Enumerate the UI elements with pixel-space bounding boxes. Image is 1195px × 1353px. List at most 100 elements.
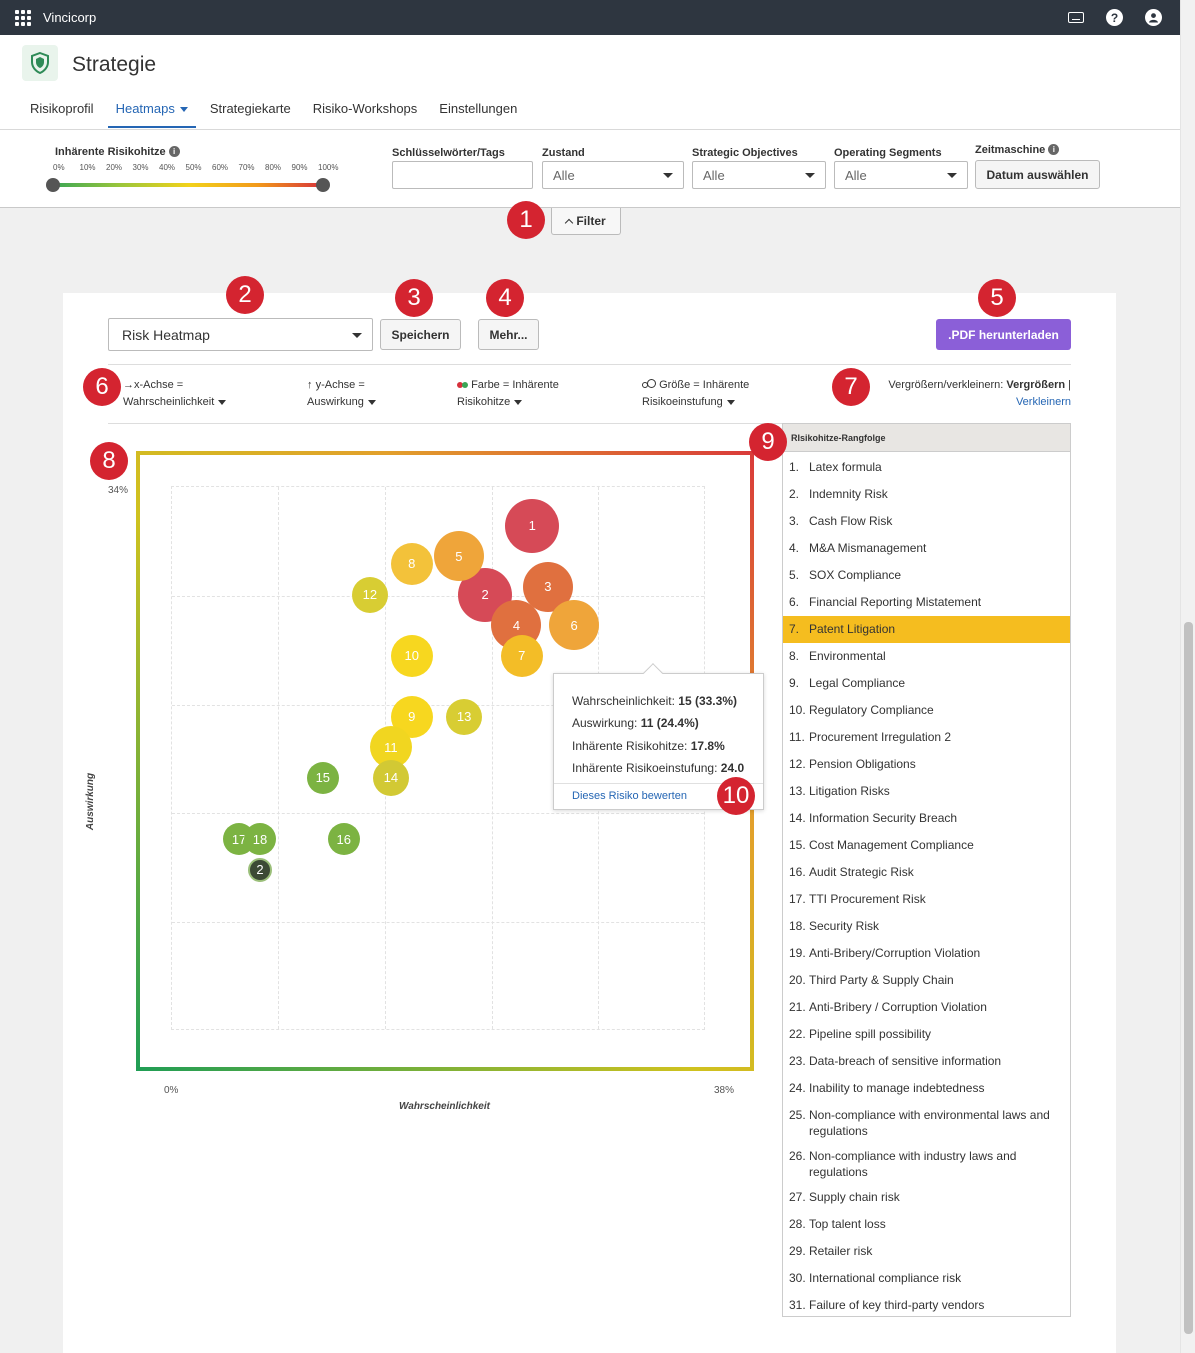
ranking-item[interactable]: 24. Inability to manage indebtedness — [783, 1075, 1070, 1102]
heat-slider-track[interactable] — [53, 183, 325, 187]
risk-bubble[interactable]: 8 — [390, 542, 433, 585]
download-pdf-button[interactable]: .PDF herunterladen — [936, 319, 1071, 350]
ranking-item[interactable]: 7. Patent Litigation — [783, 616, 1070, 643]
ranking-item[interactable]: 9. Legal Compliance — [783, 670, 1070, 697]
ranking-item[interactable]: 26. Non-compliance with industry laws and… — [783, 1143, 1070, 1184]
ranking-item-label: Failure of key third-party vendors — [809, 1298, 985, 1312]
ranking-item[interactable]: 31. Failure of key third-party vendors — [783, 1292, 1070, 1319]
view-select[interactable]: Risk Heatmap — [108, 318, 373, 351]
tab-risiko-workshops[interactable]: Risiko-Workshops — [312, 101, 418, 116]
risk-bubble[interactable]: 14 — [372, 759, 409, 796]
filter-toggle-label: Filter — [576, 214, 606, 228]
info-icon[interactable]: i — [168, 146, 180, 157]
scrollbar-thumb[interactable] — [1184, 622, 1193, 1334]
help-icon[interactable]: ? — [1106, 9, 1123, 26]
risk-bubble[interactable]: 12 — [351, 576, 388, 613]
ranking-item[interactable]: 14. Information Security Breach — [783, 805, 1070, 832]
ranking-item[interactable]: 17. TTI Procurement Risk — [783, 886, 1070, 913]
ranking-item[interactable]: 11. Procurement Irregulation 2 — [783, 724, 1070, 751]
risk-bubble[interactable]: 10 — [390, 634, 433, 677]
ranking-item[interactable]: 2. Indemnity Risk — [783, 481, 1070, 508]
state-select[interactable]: Alle — [542, 161, 684, 189]
slider-min-handle[interactable] — [46, 178, 60, 192]
ranking-item-number: 31. — [789, 1298, 806, 1312]
ranking-item[interactable]: 10. Regulatory Compliance — [783, 697, 1070, 724]
tab-strategiekarte[interactable]: Strategiekarte — [209, 101, 291, 116]
ranking-item[interactable]: 1. Latex formula — [783, 454, 1070, 481]
tab-risikoprofil[interactable]: Risikoprofil — [30, 101, 94, 116]
risk-bubble[interactable]: 5 — [433, 531, 484, 582]
x-axis-option-line2: Wahrscheinlichkeit — [123, 396, 215, 408]
callout-5: 5 — [978, 279, 1016, 317]
color-option[interactable]: Farbe = Inhärente Risikohitze — [457, 377, 559, 411]
slider-max-handle[interactable] — [316, 178, 330, 192]
ranking-item[interactable]: 22. Pipeline spill possibility — [783, 1021, 1070, 1048]
ranking-item[interactable]: 6. Financial Reporting Mistatement — [783, 589, 1070, 616]
date-select-button[interactable]: Datum auswählen — [975, 160, 1100, 189]
apps-grid-icon[interactable] — [15, 9, 31, 26]
callout-7: 7 — [832, 368, 870, 406]
keywords-input[interactable] — [392, 161, 533, 189]
ranking-item[interactable]: 12. Pension Obligations — [783, 751, 1070, 778]
ranking-item-number: 16. — [789, 865, 806, 879]
tab-heatmaps[interactable]: Heatmaps — [107, 93, 196, 128]
ranking-item[interactable]: 8. Environmental — [783, 643, 1070, 670]
risk-bubble[interactable]: 7 — [500, 634, 543, 677]
risk-bubble[interactable]: 1 — [505, 498, 560, 553]
zoom-out-link[interactable]: Verkleinern — [1015, 396, 1071, 408]
arrow-right-icon: → — [123, 379, 134, 391]
ranking-item[interactable]: 19. Anti-Bribery/Corruption Violation — [783, 940, 1070, 967]
risk-bubble[interactable]: 16 — [327, 823, 360, 855]
page-scrollbar[interactable] — [1180, 0, 1195, 1353]
ranking-item[interactable]: 20. Third Party & Supply Chain — [783, 967, 1070, 994]
ranking-item[interactable]: 30. International compliance risk — [783, 1265, 1070, 1292]
size-option[interactable]: Größe = Inhärente Risikoeinstufung — [642, 377, 749, 411]
risk-bubble[interactable]: 11 — [369, 726, 412, 769]
page-title: Strategie — [72, 53, 157, 76]
risk-bubble[interactable]: 6 — [549, 600, 600, 651]
callout-2: 2 — [226, 276, 264, 314]
ranking-item[interactable]: 18. Security Risk — [783, 913, 1070, 940]
ranking-item[interactable]: 21. Anti-Bribery / Corruption Violation — [783, 994, 1070, 1021]
ranking-item[interactable]: 3. Cash Flow Risk — [783, 508, 1070, 535]
ranking-item[interactable]: 5. SOX Compliance — [783, 562, 1070, 589]
y-axis-option[interactable]: ↑ y-Achse = Auswirkung — [307, 377, 376, 411]
slider-tick-label: 10% — [79, 163, 96, 172]
rate-risk-link[interactable]: Dieses Risiko bewerten — [572, 790, 687, 802]
ranking-item[interactable]: 25. Non-compliance with environmental law… — [783, 1102, 1070, 1143]
risk-bubble[interactable]: 13 — [446, 698, 483, 735]
ranking-item[interactable]: 16. Audit Strategic Risk — [783, 859, 1070, 886]
filter-toggle-button[interactable]: Filter — [551, 208, 621, 235]
zoom-in-link[interactable]: Vergrößern — [1006, 379, 1066, 391]
tab-einstellungen[interactable]: Einstellungen — [439, 101, 518, 116]
ranking-item[interactable]: 15. Cost Management Compliance — [783, 832, 1070, 859]
zoom-controls: Vergrößern/verkleinern: Vergrößern | Ver… — [888, 377, 1071, 411]
save-button[interactable]: Speichern — [380, 319, 461, 350]
chevron-down-icon — [367, 399, 376, 405]
info-icon[interactable]: i — [1048, 144, 1060, 155]
keyboard-icon[interactable] — [1068, 12, 1084, 23]
more-button[interactable]: Mehr... — [478, 319, 539, 350]
ranking-item[interactable]: 27. Supply chain risk — [783, 1184, 1070, 1211]
x-axis-option[interactable]: →x-Achse = Wahrscheinlichkeit — [123, 377, 227, 411]
ranking-item[interactable]: 4. M&A Mismanagement — [783, 535, 1070, 562]
risk-bubble[interactable]: 18 — [243, 823, 276, 855]
color-option-line2: Risikohitze — [457, 396, 511, 408]
size-circles-icon — [642, 379, 656, 391]
risk-bubble[interactable]: 9 — [390, 695, 433, 738]
user-account-icon[interactable] — [1145, 9, 1162, 26]
risk-bubble[interactable]: 2 — [247, 857, 272, 882]
objectives-select[interactable]: Alle — [692, 161, 826, 189]
risk-bubble[interactable]: 15 — [306, 761, 339, 794]
ranking-item[interactable]: 13. Litigation Risks — [783, 778, 1070, 805]
chevron-down-icon — [179, 107, 188, 113]
segments-select[interactable]: Alle — [834, 161, 968, 189]
ranking-item[interactable]: 23. Data-breach of sensitive information — [783, 1048, 1070, 1075]
tooltip-value: 24.0 — [720, 761, 745, 775]
chevron-down-icon — [514, 399, 523, 405]
ranking-item[interactable]: 29. Retailer risk — [783, 1238, 1070, 1265]
heat-slider-label: Inhärente Risikohitze i — [55, 146, 180, 158]
ranking-item-label: Cash Flow Risk — [809, 514, 893, 528]
segments-label: Operating Segments — [834, 147, 942, 159]
ranking-item[interactable]: 28. Top talent loss — [783, 1211, 1070, 1238]
